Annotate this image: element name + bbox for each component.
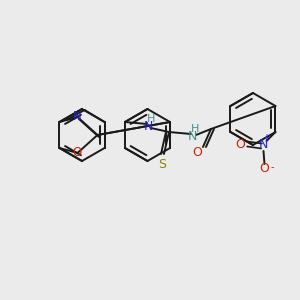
- Text: H: H: [191, 124, 199, 134]
- Text: N: N: [143, 119, 153, 133]
- Text: N: N: [73, 110, 82, 124]
- Text: O: O: [192, 146, 202, 160]
- Text: +: +: [262, 133, 271, 143]
- Text: N: N: [259, 139, 268, 152]
- Text: O: O: [73, 146, 82, 160]
- Text: H: H: [147, 114, 155, 124]
- Text: O: O: [260, 163, 269, 176]
- Text: -: -: [271, 162, 274, 172]
- Text: S: S: [158, 158, 166, 170]
- Text: N: N: [187, 130, 197, 142]
- Text: O: O: [236, 137, 245, 151]
